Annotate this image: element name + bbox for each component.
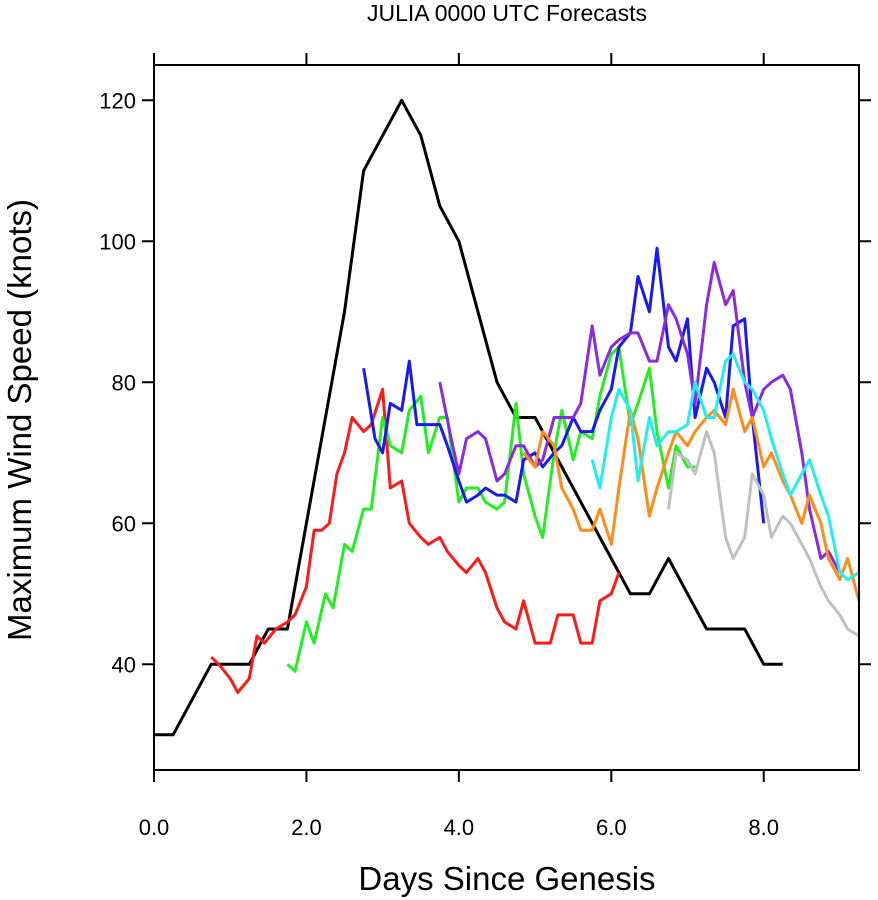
series-line-4: [362, 246, 766, 524]
x-tick-label: 2.0: [291, 815, 322, 840]
y-axis-label: Maximum Wind Speed (knots): [1, 199, 38, 641]
y-tick-label: 120: [99, 88, 136, 113]
y-tick-label: 80: [112, 370, 136, 395]
x-axis: 0.0 2.0 4.0 6.0 8.0: [139, 53, 779, 840]
x-tick-label: 4.0: [444, 815, 475, 840]
x-tick-label: 8.0: [748, 815, 779, 840]
chart-title: JULIA 0000 UTC Forecasts: [367, 0, 647, 26]
plot-area: [155, 98, 858, 737]
series-line-8: [590, 352, 858, 582]
y-tick-label: 60: [112, 511, 136, 536]
y-axis: 40 60 80 100 120: [99, 88, 871, 677]
series-line-6: [522, 387, 858, 602]
series-line-3: [286, 345, 696, 673]
x-tick-label: 6.0: [596, 815, 627, 840]
plot-frame: [153, 64, 860, 771]
series-line-1: [155, 98, 783, 737]
series-line-5: [438, 260, 842, 574]
y-tick-label: 40: [112, 652, 136, 677]
y-tick-label: 100: [99, 229, 136, 254]
series-line-7: [667, 430, 858, 638]
series-line-2: [210, 387, 621, 694]
series-lines: [155, 98, 858, 737]
x-axis-label: Days Since Genesis: [358, 860, 655, 897]
x-tick-label: 0.0: [139, 815, 170, 840]
